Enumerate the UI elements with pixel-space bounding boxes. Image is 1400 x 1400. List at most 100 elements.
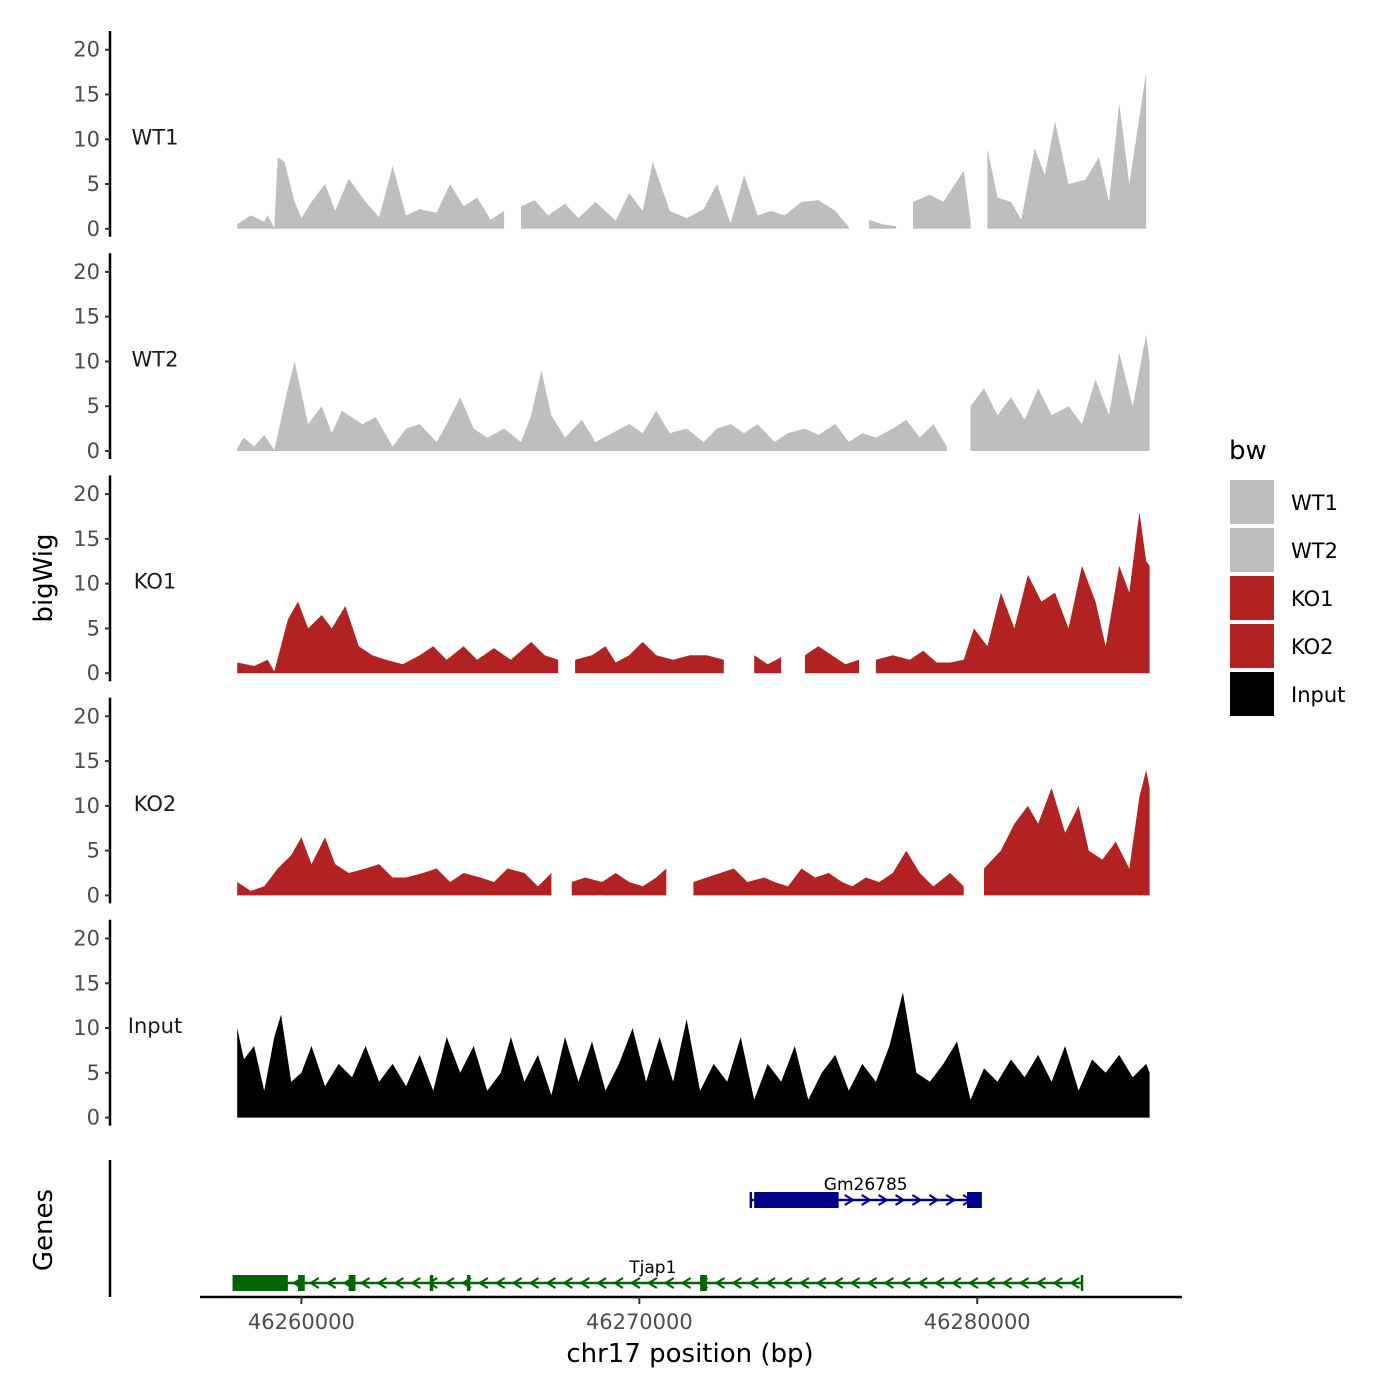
legend-key-wt1 bbox=[1230, 480, 1274, 524]
strand-chevron bbox=[494, 1277, 506, 1289]
strand-chevron bbox=[308, 1277, 320, 1289]
gene-exon bbox=[233, 1275, 288, 1291]
strand-chevron bbox=[928, 1194, 940, 1206]
y-tick-label: 20 bbox=[73, 482, 100, 506]
y-tick-label: 5 bbox=[87, 1061, 100, 1085]
strand-chevron bbox=[562, 1277, 573, 1289]
strand-chevron bbox=[878, 1194, 889, 1206]
strand-chevron bbox=[427, 1277, 438, 1289]
strand-chevron bbox=[511, 1277, 523, 1289]
y-tick-label: 15 bbox=[73, 749, 100, 773]
bigwig-tracks: 0 5 10 15 20 WT1 0 5 10 15 20 WT2 0 5 10 15 20 KO1 0 5 10 15 2… bbox=[73, 31, 1150, 1130]
x-tick-label: 46260000 bbox=[248, 1310, 355, 1334]
y-tick-label: 0 bbox=[87, 217, 100, 241]
y-tick-label: 10 bbox=[73, 127, 100, 151]
strand-chevron bbox=[861, 1194, 872, 1206]
track-wt2: 0 5 10 15 20 WT2 bbox=[73, 253, 1150, 463]
strand-chevron bbox=[765, 1277, 776, 1289]
y-tick-label: 5 bbox=[87, 394, 100, 418]
x-tick-label: 46270000 bbox=[586, 1310, 693, 1334]
strand-chevron bbox=[748, 1277, 759, 1289]
strand-chevron bbox=[911, 1194, 923, 1206]
strand-chevron bbox=[1069, 1277, 1080, 1289]
strand-chevron bbox=[900, 1277, 911, 1289]
strand-chevron bbox=[731, 1277, 742, 1289]
strand-chevron bbox=[545, 1277, 557, 1289]
track-wt1: 0 5 10 15 20 WT1 bbox=[73, 31, 1147, 241]
genes-track-title: Genes bbox=[29, 1189, 59, 1271]
track-input: 0 5 10 15 20 Input bbox=[73, 919, 1150, 1130]
gene-exon bbox=[348, 1275, 356, 1291]
y-tick-label: 0 bbox=[87, 883, 100, 907]
y-tick-label: 10 bbox=[73, 572, 100, 596]
y-tick-label: 20 bbox=[73, 38, 100, 62]
y-tick-label: 20 bbox=[73, 260, 100, 284]
strand-chevron bbox=[714, 1277, 725, 1289]
strand-chevron bbox=[781, 1277, 793, 1289]
y-axis-title: bigWig bbox=[29, 533, 59, 622]
x-tick-label: 46280000 bbox=[924, 1310, 1031, 1334]
strand-chevron bbox=[917, 1277, 928, 1289]
gene-tjap1: Tjap1 bbox=[232, 1258, 1084, 1291]
y-tick-label: 0 bbox=[87, 1106, 100, 1130]
strand-chevron bbox=[950, 1277, 962, 1289]
strand-chevron bbox=[680, 1277, 692, 1289]
strand-chevron bbox=[376, 1277, 388, 1289]
strand-chevron bbox=[984, 1277, 996, 1289]
gene-exon bbox=[298, 1275, 305, 1291]
x-axis: 46260000 46270000 46280000 bbox=[200, 1295, 1182, 1334]
legend-label-wt2: WT2 bbox=[1291, 539, 1338, 563]
track-label: Input bbox=[128, 1014, 182, 1038]
legend-title: bw bbox=[1229, 436, 1267, 466]
strand-chevron bbox=[1052, 1277, 1063, 1289]
track-label: KO1 bbox=[134, 570, 177, 594]
y-tick-label: 15 bbox=[73, 527, 100, 551]
strand-chevron bbox=[844, 1194, 855, 1206]
y-tick-label: 10 bbox=[73, 1016, 100, 1040]
area-input bbox=[237, 992, 1150, 1118]
gene-gm26785: Gm26785 bbox=[749, 1175, 982, 1208]
y-tick-label: 15 bbox=[73, 82, 100, 106]
y-tick-label: 5 bbox=[87, 839, 100, 863]
legend-label-input: Input bbox=[1291, 683, 1345, 707]
area-wt2 bbox=[237, 334, 1150, 451]
legend-label-ko2: KO2 bbox=[1291, 635, 1334, 659]
strand-chevron bbox=[815, 1277, 827, 1289]
strand-chevron bbox=[945, 1194, 957, 1206]
y-tick-label: 10 bbox=[73, 349, 100, 373]
strand-chevron bbox=[1018, 1277, 1030, 1289]
y-tick-label: 20 bbox=[73, 927, 100, 951]
strand-chevron bbox=[646, 1277, 658, 1289]
y-tick-label: 15 bbox=[73, 305, 100, 329]
strand-chevron bbox=[883, 1277, 894, 1289]
strand-chevron bbox=[798, 1277, 810, 1289]
gene-exon bbox=[754, 1192, 839, 1208]
y-tick-label: 10 bbox=[73, 794, 100, 818]
y-tick-label: 5 bbox=[87, 616, 100, 640]
strand-chevron bbox=[663, 1277, 675, 1289]
gene-exon bbox=[429, 1275, 434, 1291]
genes-track: Gm26785 Tjap1 bbox=[108, 1160, 1084, 1297]
strand-chevron bbox=[393, 1277, 404, 1289]
x-axis-title: chr17 position (bp) bbox=[566, 1339, 813, 1369]
strand-chevron bbox=[1001, 1277, 1013, 1289]
strand-chevron bbox=[596, 1277, 607, 1289]
gene-exon bbox=[967, 1192, 981, 1208]
y-tick-label: 0 bbox=[87, 439, 100, 463]
strand-chevron bbox=[967, 1277, 979, 1289]
y-tick-label: 5 bbox=[87, 172, 100, 196]
legend-key-input bbox=[1230, 672, 1274, 716]
legend-key-ko1 bbox=[1230, 576, 1274, 620]
legend-label-wt1: WT1 bbox=[1291, 491, 1338, 515]
area-wt1 bbox=[237, 72, 1147, 229]
area-ko2 bbox=[237, 770, 1150, 896]
strand-chevron bbox=[933, 1277, 945, 1289]
y-tick-label: 20 bbox=[73, 704, 100, 728]
track-ko1: 0 5 10 15 20 KO1 bbox=[73, 475, 1150, 685]
strand-chevron bbox=[832, 1277, 844, 1289]
gene-label: Tjap1 bbox=[628, 1258, 676, 1278]
track-label: WT2 bbox=[132, 347, 179, 371]
track-label: KO2 bbox=[134, 792, 177, 816]
gene-label: Gm26785 bbox=[824, 1175, 908, 1195]
